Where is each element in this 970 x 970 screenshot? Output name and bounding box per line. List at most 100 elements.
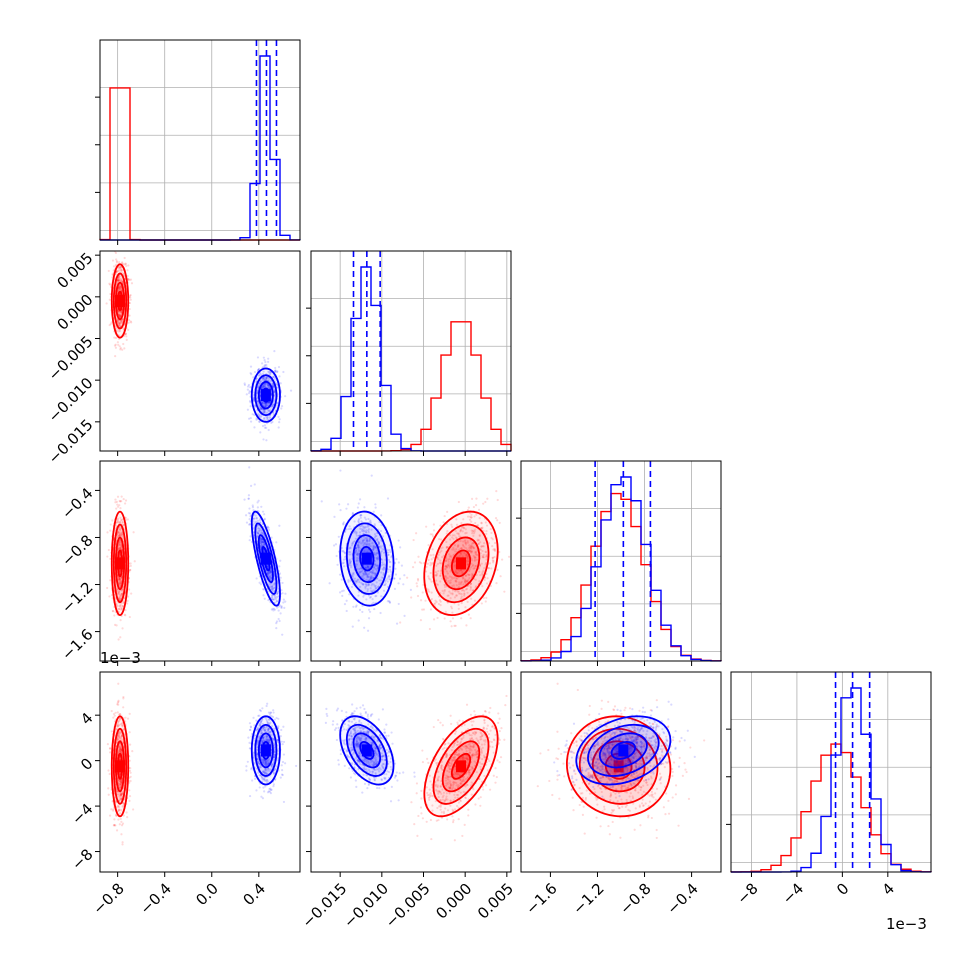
scatter-point-blue	[272, 386, 275, 389]
scatter-point-blue	[372, 569, 375, 572]
scatter-point-blue	[264, 378, 267, 382]
scatter-point-red	[119, 266, 122, 269]
scatter-point-red	[432, 556, 435, 559]
scatter-point-red	[476, 539, 479, 542]
scatter-point-red	[435, 600, 438, 604]
scatter-point-red	[117, 546, 120, 549]
scatter-point-red	[428, 627, 431, 631]
scatter-point-red	[118, 547, 121, 550]
scatter-point-blue	[395, 622, 399, 625]
scatter-point-blue	[370, 528, 373, 531]
scatter-point-red	[456, 545, 459, 548]
scatter-point-blue	[348, 563, 351, 567]
scatter-point-blue	[381, 567, 384, 571]
scatter-point-blue	[373, 585, 376, 588]
scatter-point-red	[471, 542, 474, 545]
scatter-point-red	[109, 523, 112, 526]
scatter-point-blue	[275, 404, 278, 407]
scatter-point-red	[464, 541, 467, 544]
scatter-point-red	[119, 265, 122, 269]
scatter-point-red	[120, 794, 123, 797]
scatter-point-red	[119, 785, 122, 789]
scatter-point-red	[116, 519, 120, 523]
scatter-point-red	[117, 310, 120, 314]
scatter-point-red	[119, 786, 122, 789]
scatter-point-red	[444, 564, 447, 568]
scatter-point-blue	[256, 392, 259, 395]
scatter-point-red	[117, 322, 121, 325]
scatter-point-blue	[376, 538, 379, 542]
scatter-point-red	[472, 541, 475, 545]
scatter-point-blue	[262, 409, 265, 412]
scatter-point-red	[412, 538, 415, 542]
scatter-point-red	[123, 256, 126, 260]
scatter-point-red	[125, 811, 128, 814]
scatter-point-red	[427, 575, 430, 578]
scatter-point-red	[117, 818, 120, 821]
scatter-point-blue	[372, 583, 375, 586]
scatter-point-red	[454, 579, 457, 582]
scatter-point-blue	[379, 545, 382, 548]
scatter-point-red	[480, 602, 483, 605]
scatter-point-red	[469, 586, 473, 589]
scatter-point-red	[457, 544, 460, 547]
scatter-point-red	[466, 573, 469, 576]
scatter-point-red	[484, 555, 488, 558]
scatter-point-red	[470, 544, 473, 547]
scatter-point-red	[113, 623, 117, 626]
scatter-point-blue	[257, 527, 260, 530]
scatter-point-blue	[337, 535, 340, 538]
scatter-point-red	[121, 722, 124, 725]
scatter-point-red	[122, 706, 125, 709]
scatter-point-blue	[280, 606, 283, 610]
scatter-point-red	[117, 749, 120, 752]
scatter-point-blue	[259, 407, 262, 410]
scatter-point-blue	[363, 550, 366, 553]
scatter-point-blue	[258, 518, 261, 522]
scatter-point-blue	[398, 577, 402, 580]
scatter-point-red	[116, 532, 120, 535]
scatter-point-red	[128, 769, 132, 772]
scatter-point-red	[494, 516, 498, 520]
scatter-point-red	[115, 728, 118, 731]
scatter-point-blue	[371, 572, 374, 575]
density-peak-red	[115, 557, 125, 570]
scatter-point-blue	[265, 376, 268, 379]
scatter-point-blue	[361, 539, 365, 542]
scatter-point-blue	[334, 543, 338, 546]
scatter-point-blue	[274, 409, 277, 413]
scatter-point-red	[429, 608, 433, 611]
scatter-point-red	[439, 574, 442, 577]
scatter-point-blue	[274, 601, 277, 604]
scatter-point-red	[125, 338, 128, 341]
scatter-point-blue	[365, 584, 368, 587]
panel-2-0	[106, 466, 287, 641]
scatter-point-red	[430, 580, 433, 583]
scatter-point-blue	[364, 537, 367, 540]
scatter-point-blue	[266, 384, 270, 387]
scatter-point-blue	[268, 370, 272, 373]
scatter-point-red	[484, 561, 488, 565]
scatter-point-blue	[265, 411, 269, 414]
scatter-point-blue	[342, 523, 345, 526]
scatter-point-blue	[370, 474, 373, 477]
scatter-point-red	[469, 582, 473, 585]
scatter-point-red	[116, 495, 120, 498]
scatter-point-blue	[364, 566, 367, 570]
scatter-point-red	[466, 591, 469, 594]
scatter-point-red	[112, 610, 115, 613]
scatter-point-red	[113, 344, 117, 347]
scatter-point-red	[105, 302, 108, 305]
scatter-point-red	[115, 258, 118, 261]
scatter-point-red	[450, 605, 453, 608]
scatter-point-red	[471, 532, 474, 535]
scatter-point-red	[121, 790, 124, 793]
scatter-point-red	[120, 722, 123, 726]
scatter-point-blue	[357, 554, 360, 557]
contour-line-blue	[254, 522, 278, 595]
scatter-point-red	[434, 573, 437, 577]
scatter-point-blue	[253, 517, 256, 520]
scatter-point-blue	[270, 585, 273, 588]
scatter-point-blue	[365, 583, 368, 586]
scatter-point-red	[119, 520, 122, 523]
